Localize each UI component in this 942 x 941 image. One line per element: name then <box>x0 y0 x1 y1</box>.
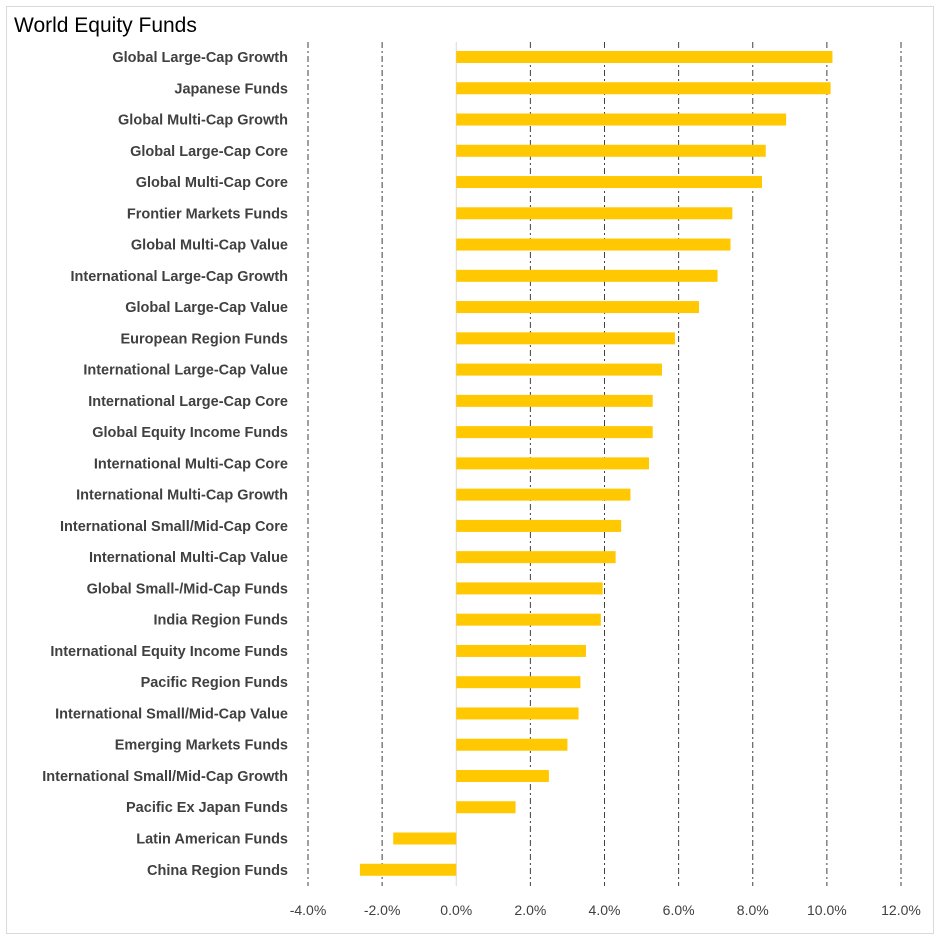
x-tick-label: 4.0% <box>589 902 621 918</box>
x-tick-label: -2.0% <box>364 902 401 918</box>
category-label: Global Small-/Mid-Cap Funds <box>87 581 288 597</box>
category-label: International Large-Cap Value <box>83 363 288 379</box>
bar <box>456 82 831 95</box>
category-label: Pacific Ex Japan Funds <box>126 800 288 816</box>
category-label: International Multi-Cap Growth <box>76 488 288 504</box>
x-tick-label: -4.0% <box>290 902 327 918</box>
x-tick-label: 0.0% <box>440 902 472 918</box>
bar <box>456 394 653 407</box>
category-label: Emerging Markets Funds <box>115 738 288 754</box>
bar <box>456 707 579 720</box>
category-label: Global Large-Cap Core <box>130 144 288 160</box>
bar <box>456 519 622 532</box>
category-label: International Large-Cap Growth <box>70 269 288 285</box>
category-label: International Equity Income Funds <box>50 644 288 660</box>
category-label: Global Large-Cap Value <box>125 300 288 316</box>
category-label: Global Equity Income Funds <box>92 425 288 441</box>
category-label: Frontier Markets Funds <box>127 206 288 222</box>
bar <box>456 582 603 595</box>
bar <box>456 269 718 282</box>
bar <box>456 301 700 314</box>
category-labels: Global Large-Cap Growth Japanese Funds Glo… <box>42 50 288 879</box>
x-tick-label: 8.0% <box>737 902 769 918</box>
bar <box>456 113 787 126</box>
bar <box>456 207 733 220</box>
category-label: European Region Funds <box>120 331 288 347</box>
category-label: Global Large-Cap Growth <box>112 50 288 66</box>
bar <box>456 457 649 470</box>
bar <box>456 51 833 63</box>
category-label: International Small/Mid-Cap Value <box>55 706 288 722</box>
category-label: India Region Funds <box>153 613 288 629</box>
category-label: China Region Funds <box>147 863 288 879</box>
bar <box>456 176 763 189</box>
bar <box>456 488 631 501</box>
bar <box>456 738 568 751</box>
bar <box>456 613 601 626</box>
bar <box>456 769 549 782</box>
bar <box>456 238 731 251</box>
bar <box>393 832 457 845</box>
bar <box>456 144 766 157</box>
x-tick-label: 6.0% <box>663 902 695 918</box>
category-label: Latin American Funds <box>136 832 288 848</box>
bar <box>456 801 516 814</box>
bar <box>456 363 662 376</box>
category-label: Global Multi-Cap Core <box>136 175 288 191</box>
category-label: Japanese Funds <box>174 81 288 97</box>
category-label: Pacific Region Funds <box>141 675 288 691</box>
bar <box>359 863 457 876</box>
bar <box>456 426 653 439</box>
category-label: International Multi-Cap Value <box>89 550 288 566</box>
category-label: Global Multi-Cap Value <box>131 238 288 254</box>
category-label: International Small/Mid-Cap Growth <box>42 769 288 785</box>
x-tick-labels: -4.0% -2.0% 0.0% 2.0% 4.0% 6.0% 8.0% 10.0% 12.0% <box>290 902 921 918</box>
bar <box>456 332 675 345</box>
category-label: International Small/Mid-Cap Core <box>60 519 288 535</box>
bar <box>456 551 616 564</box>
x-tick-label: 10.0% <box>807 902 847 918</box>
x-tick-label: 2.0% <box>514 902 546 918</box>
x-tick-label: 12.0% <box>881 902 921 918</box>
category-label: International Multi-Cap Core <box>94 456 288 472</box>
chart-title: World Equity Funds <box>14 14 197 37</box>
bars <box>359 51 833 876</box>
category-label: Global Multi-Cap Growth <box>118 113 288 129</box>
bar <box>456 644 586 657</box>
bar <box>456 676 581 689</box>
category-label: International Large-Cap Core <box>88 394 288 410</box>
